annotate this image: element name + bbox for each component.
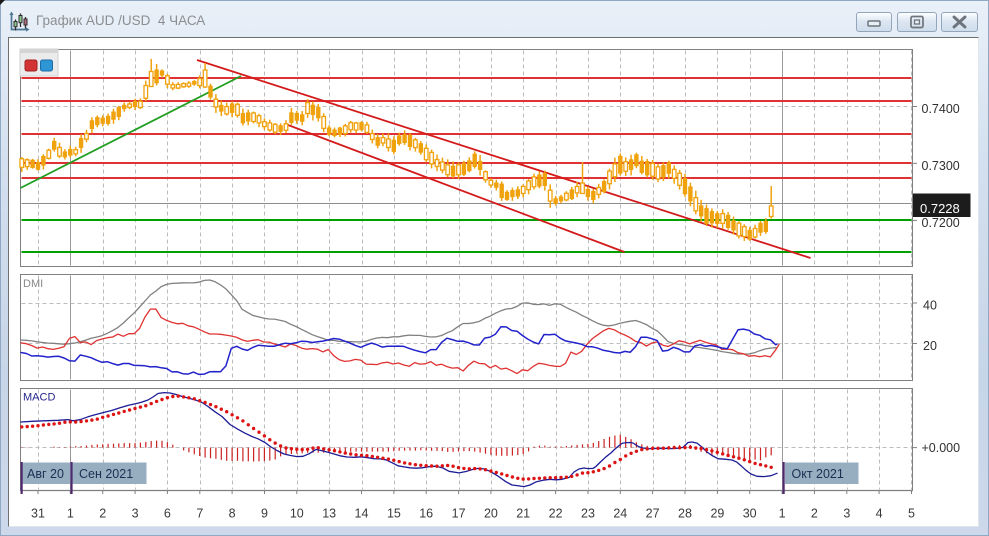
svg-text:23: 23 xyxy=(581,507,595,521)
svg-text:4: 4 xyxy=(876,507,883,521)
svg-text:1: 1 xyxy=(67,507,74,521)
svg-text:24: 24 xyxy=(613,507,627,521)
svg-text:0.7228: 0.7228 xyxy=(920,201,960,216)
svg-text:10: 10 xyxy=(290,507,304,521)
svg-text:9: 9 xyxy=(261,507,268,521)
svg-text:13: 13 xyxy=(322,507,336,521)
svg-text:27: 27 xyxy=(646,507,660,521)
svg-text:20: 20 xyxy=(484,507,498,521)
svg-text:3: 3 xyxy=(132,507,139,521)
svg-text:MACD: MACD xyxy=(23,392,55,404)
svg-text:7: 7 xyxy=(196,507,203,521)
svg-text:0.7300: 0.7300 xyxy=(922,159,960,173)
svg-text:14: 14 xyxy=(355,507,369,521)
svg-text:6: 6 xyxy=(164,507,171,521)
svg-text:+0.000: +0.000 xyxy=(922,441,961,455)
svg-text:2: 2 xyxy=(811,507,818,521)
svg-text:22: 22 xyxy=(549,507,563,521)
svg-text:5: 5 xyxy=(908,507,915,521)
svg-text:0.7400: 0.7400 xyxy=(922,102,960,116)
svg-text:2: 2 xyxy=(99,507,106,521)
svg-text:20: 20 xyxy=(923,339,937,353)
svg-text:17: 17 xyxy=(452,507,466,521)
svg-text:Окт 2021: Окт 2021 xyxy=(792,467,844,481)
svg-text:0.7200: 0.7200 xyxy=(922,216,960,230)
svg-text:Сен 2021: Сен 2021 xyxy=(79,467,133,481)
svg-text:40: 40 xyxy=(923,299,937,313)
svg-text:21: 21 xyxy=(516,507,530,521)
svg-text:8: 8 xyxy=(229,507,236,521)
svg-text:29: 29 xyxy=(710,507,724,521)
svg-text:Авг 20: Авг 20 xyxy=(27,467,64,481)
svg-text:15: 15 xyxy=(387,507,401,521)
svg-text:1: 1 xyxy=(779,507,786,521)
svg-text:3: 3 xyxy=(843,507,850,521)
svg-text:28: 28 xyxy=(678,507,692,521)
svg-text:31: 31 xyxy=(31,507,45,521)
svg-text:16: 16 xyxy=(419,507,433,521)
svg-text:DMI: DMI xyxy=(23,278,43,290)
svg-text:30: 30 xyxy=(743,507,757,521)
